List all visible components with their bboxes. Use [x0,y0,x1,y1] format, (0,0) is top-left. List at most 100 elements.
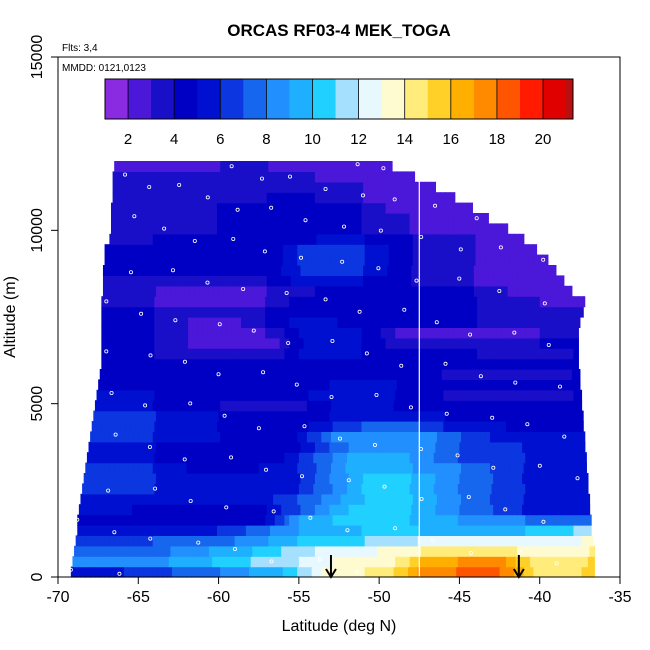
heat-cell [454,410,461,422]
heat-cell [127,181,133,193]
heat-cell [558,327,565,339]
chart-title: ORCAS RF03-4 MEK_TOGA [227,21,451,40]
heat-cell [321,161,327,172]
sample-point [498,245,503,250]
heat-cell [374,431,380,443]
heat-cell [433,296,440,308]
heat-cell [253,535,260,547]
heat-cell [236,213,242,224]
heat-cell [433,514,440,526]
heat-cell [122,379,128,391]
heat-cell [329,181,335,193]
heat-cell [151,504,157,516]
heat-cell [539,306,546,318]
heat-cell [488,441,494,453]
heat-cell [403,244,409,256]
heat-cell [101,358,107,370]
heat-cell [525,296,531,308]
heat-cell [432,462,438,474]
heat-cell [80,566,86,578]
heat-cell [539,556,546,568]
heat-cell [154,348,160,360]
heat-cell [419,483,425,495]
heat-cell [350,244,356,256]
heat-cell [131,410,138,422]
heat-cell [197,556,204,568]
heat-cell [176,369,183,380]
heat-cell [366,213,372,224]
heat-cell [305,410,311,422]
heat-cell [237,265,244,276]
heat-cell [308,213,314,224]
heat-row [77,525,592,536]
heat-cell [212,421,218,432]
heat-cell [491,358,497,370]
heat-cell [578,525,584,536]
heat-cell [351,337,358,349]
heat-cell [385,358,391,370]
heat-cell [414,337,420,349]
heat-cell [388,254,395,266]
heat-cell [269,337,276,349]
heat-cell [534,358,541,370]
heat-cell [237,441,244,453]
colorbar-tick-label: 20 [535,131,552,148]
heat-cell [255,348,261,360]
heat-cell [390,296,396,308]
heat-cell [189,192,196,204]
heat-cell [263,400,269,412]
heat-cell [305,285,311,297]
heat-cell [93,473,99,484]
heat-cell [507,441,514,453]
heat-cell [322,296,329,308]
heat-cell [184,379,191,391]
heat-cell [284,296,290,308]
heat-cell [575,545,581,557]
heat-row [101,327,579,339]
heat-cell [253,369,260,380]
heat-cell [497,410,504,422]
heat-cell [371,202,377,214]
heat-cell [351,389,358,401]
heat-cell [104,493,110,505]
heat-cell [371,525,377,536]
heat-cell [348,410,355,422]
heat-cell [374,233,380,245]
sample-point [554,561,559,566]
heat-cell [322,483,329,495]
heat-cell [107,504,114,516]
heat-cell [213,192,220,204]
heat-cell [234,254,241,266]
heat-cell [155,285,162,297]
heat-cell [168,389,175,401]
heat-cell [383,369,390,380]
heat-cell [286,275,292,287]
heat-cell [375,337,382,349]
heat-cell [127,441,133,453]
heat-cell [438,389,444,401]
heat-cell [151,171,157,183]
heat-cell [427,244,433,256]
heat-cell [467,306,473,318]
heat-cell [257,192,263,204]
heat-cell [204,285,210,297]
heat-cell [135,556,141,568]
heat-cell [390,421,396,432]
heat-cell [72,556,78,568]
heat-cell [350,431,356,443]
heat-cell [340,161,347,172]
heat-cell [578,296,584,308]
heat-cell [213,171,220,183]
heat-cell [277,254,284,266]
heat-cell [319,410,326,422]
heat-cell [453,213,459,224]
heat-cell [533,493,539,505]
heat-cell [520,556,526,568]
heat-cell [337,421,343,432]
heat-cell [202,358,208,370]
heat-cell [212,525,218,536]
heat-cell [192,296,199,308]
heat-cell [337,327,343,339]
heat-cell [213,285,220,297]
heat-cell [401,545,408,557]
